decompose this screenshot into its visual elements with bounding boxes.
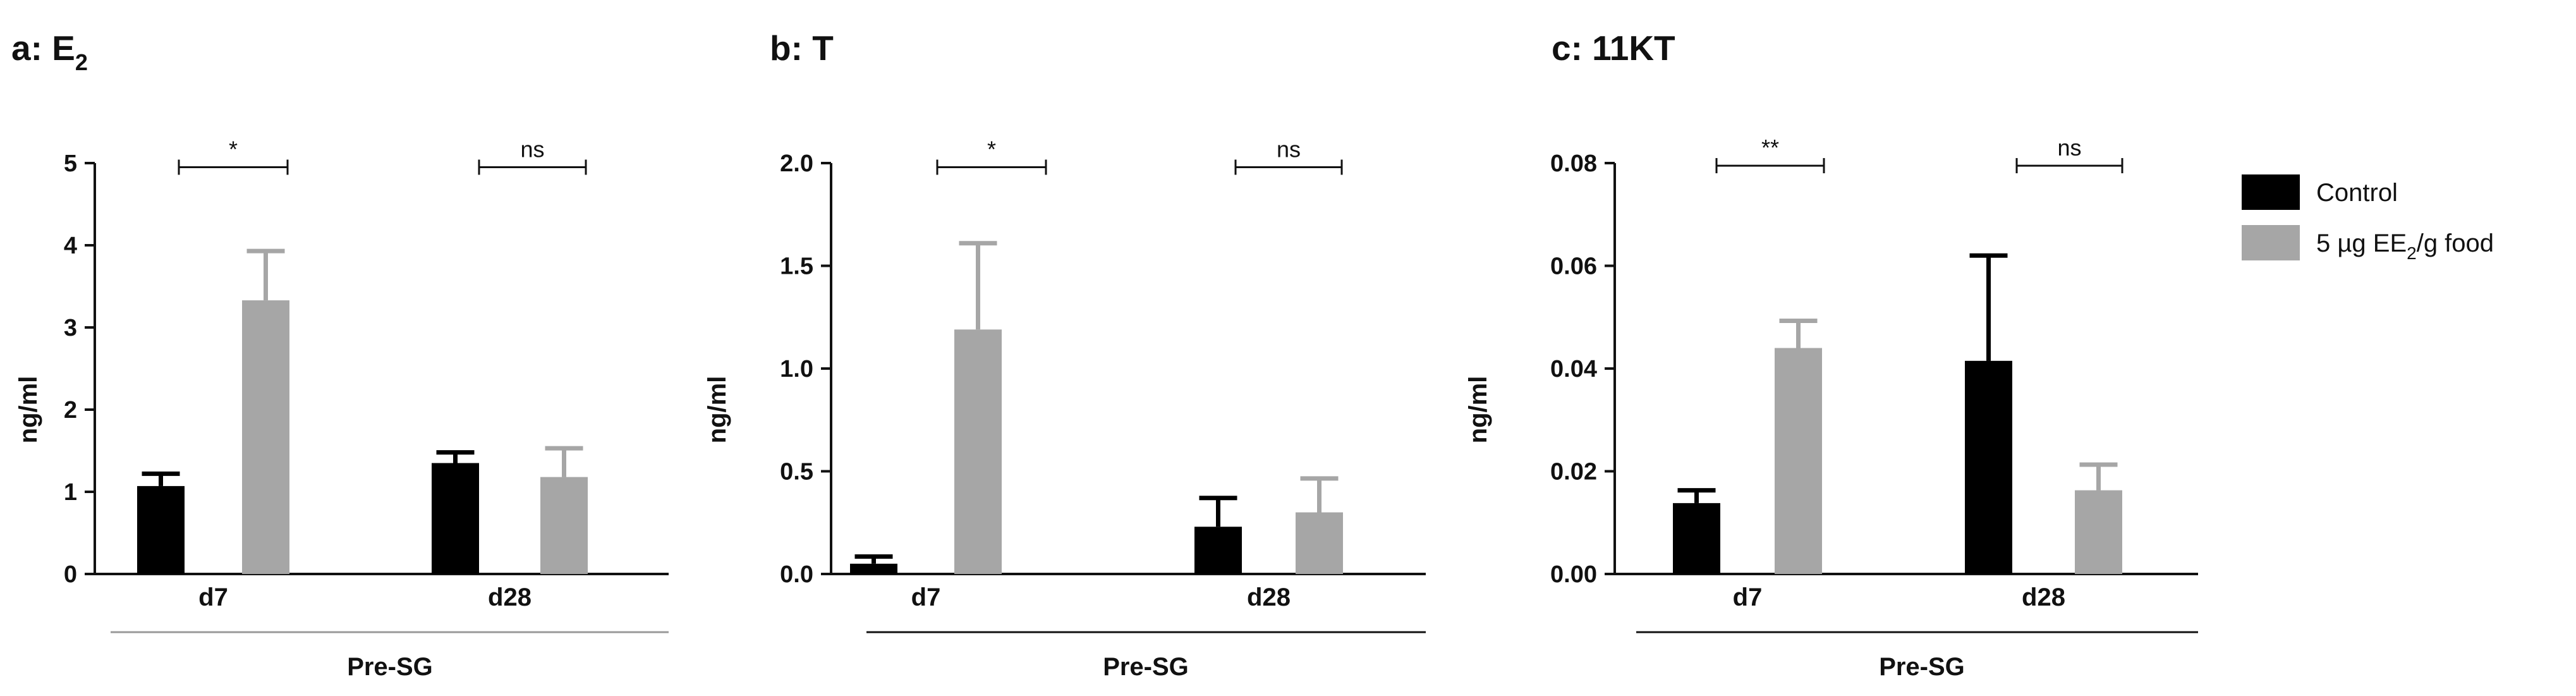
panel-b-plot: 0.0 0.5 1.0 1.5 2.0 d7 * d28 ns [780,137,1426,633]
legend-label-control: Control [2316,179,2398,207]
panel-b-bar [850,563,897,574]
panel-c-group-label: Pre-SG [1879,653,1965,681]
panel-c-bar [1673,503,1720,574]
panel-a-group-label: Pre-SG [347,653,433,681]
panel-a-ytick-label: 5 [64,150,77,177]
panel-c-sig-label: ** [1761,135,1779,161]
panel-c-ytick-label: 0.00 [1550,561,1597,588]
panel-b-ytick-label: 1.0 [780,356,813,382]
panel-c-bar [2075,490,2122,574]
panel-a-bar [540,477,588,574]
panel-c-plot: 0.00 0.02 0.04 0.06 0.08 d7 ** d28 ns [1550,135,2198,633]
panel-b-ytick-label: 2.0 [780,150,813,177]
panel-c-category-label: d7 [1733,583,1763,611]
panel-b-group-label: Pre-SG [1103,653,1189,681]
panel-a-bar [137,485,185,574]
panel-b-bar [1194,527,1242,574]
panel-a-title: a: E2 [11,28,88,75]
panel-b-ylabel: ng/ml [703,376,731,444]
panel-a-category-label: d28 [488,583,532,611]
panel-b-category-label: d7 [911,583,941,611]
panel-c-ylabel: ng/ml [1464,376,1492,444]
panel-c-bar [1965,360,2012,574]
panel-a-ylabel: ng/ml [15,376,42,444]
panel-a-bar [242,300,289,574]
panel-a-ytick-label: 0 [64,561,77,588]
panel-a-plot: 0 1 2 3 4 5 d7 * d28 ns [64,137,669,633]
panel-c-ytick-label: 0.08 [1550,150,1597,177]
panel-a-ytick-label: 2 [64,397,77,424]
legend-label-treatment: 5 µg EE2/g food [2316,229,2494,263]
panel-b-ytick-label: 1.5 [780,253,813,280]
legend-swatch-control [2242,174,2300,210]
panel-c-sig-label: ns [2057,135,2081,161]
panel-a-ytick-label: 4 [64,233,77,259]
panel-a-bar [432,463,479,574]
panel-a-sig-label: * [229,137,238,162]
panel-b-bar [954,329,1002,574]
panel-b-ytick-label: 0.0 [780,561,813,588]
panel-c-bar [1775,348,1822,574]
panel-b-title: b: T [770,28,834,68]
panel-a-ytick-label: 1 [64,479,77,506]
legend: Control 5 µg EE2/g food [2242,174,2494,263]
legend-swatch-treatment [2242,225,2300,260]
panel-c-title: c: 11KT [1552,28,1675,68]
panel-c-ytick-label: 0.04 [1550,356,1597,382]
panel-b-sig-label: * [987,137,996,162]
panel-c-ytick-label: 0.06 [1550,253,1597,280]
panel-b-sig-label: ns [1277,137,1301,162]
panel-b-ytick-label: 0.5 [780,459,813,485]
panel-b-bar [1296,512,1343,574]
panel-a-category-label: d7 [198,583,228,611]
panel-c-category-label: d28 [2022,583,2065,611]
panel-c-ytick-label: 0.02 [1550,459,1597,485]
panel-b-category-label: d28 [1247,583,1291,611]
panel-a-ytick-label: 3 [64,315,77,341]
panel-a-sig-label: ns [520,137,544,162]
